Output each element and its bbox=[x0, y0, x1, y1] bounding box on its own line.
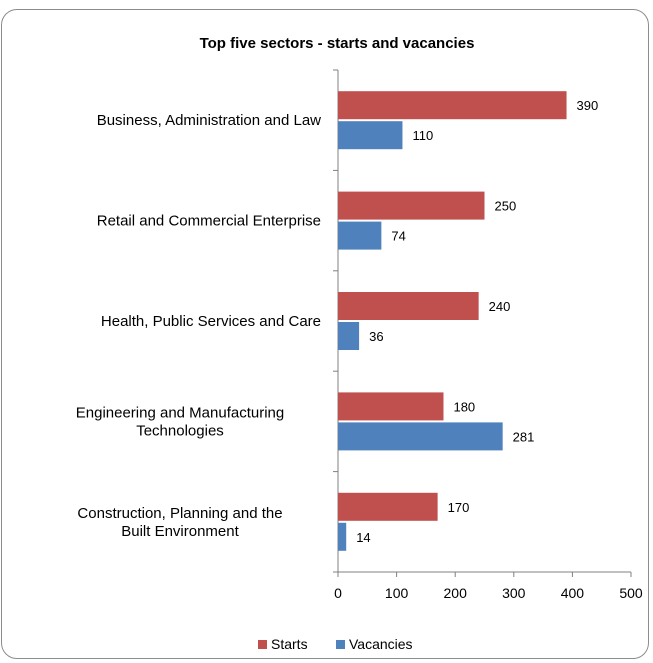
vacancies-bar bbox=[338, 322, 360, 350]
chart-title: Top five sectors - starts and vacancies bbox=[200, 35, 475, 52]
vacancies-data-label: 110 bbox=[412, 128, 433, 143]
starts-legend-swatch bbox=[258, 640, 267, 649]
starts-data-label: 180 bbox=[453, 399, 475, 414]
x-tick-label: 400 bbox=[561, 585, 585, 601]
x-tick-label: 100 bbox=[385, 585, 409, 601]
category-label: Business, Administration and Law bbox=[97, 112, 321, 129]
vacancies-bar bbox=[338, 121, 403, 150]
x-tick-label: 500 bbox=[619, 585, 643, 601]
plot-area: 0 100 200 300 400 500 390 110 Business, Administ… bbox=[76, 69, 643, 601]
vacancies-bar bbox=[338, 422, 503, 451]
starts-data-label: 250 bbox=[495, 199, 517, 214]
vacancies-bar bbox=[338, 522, 347, 551]
x-tick-label: 0 bbox=[334, 585, 342, 601]
vacancies-legend-label: Vacancies bbox=[349, 636, 413, 652]
vacancies-legend-swatch bbox=[336, 640, 345, 649]
category-label: Construction, Planning and the Built Envi… bbox=[77, 505, 282, 540]
x-tick-label: 300 bbox=[502, 585, 526, 601]
vacancies-data-label: 14 bbox=[356, 530, 370, 545]
vacancies-bar bbox=[338, 221, 382, 250]
x-tick-label: 200 bbox=[444, 585, 468, 601]
starts-legend-label: Starts bbox=[271, 636, 308, 652]
starts-data-label: 390 bbox=[577, 98, 599, 113]
vacancies-data-label: 36 bbox=[369, 329, 383, 344]
starts-bar bbox=[338, 492, 438, 521]
starts-bar bbox=[338, 292, 479, 320]
category-label: Health, Public Services and Care bbox=[101, 313, 321, 330]
starts-bar bbox=[338, 191, 485, 220]
vacancies-data-label: 74 bbox=[391, 229, 405, 244]
category-label: Retail and Commercial Enterprise bbox=[97, 213, 321, 230]
category-label: Engineering and Manufacturing Technologie… bbox=[76, 404, 284, 439]
starts-bar bbox=[338, 392, 444, 421]
starts-data-label: 240 bbox=[489, 299, 511, 314]
legend: Starts Vacancies bbox=[258, 636, 413, 652]
starts-data-label: 170 bbox=[448, 500, 470, 515]
starts-bar bbox=[338, 91, 567, 120]
vacancies-data-label: 281 bbox=[513, 429, 535, 444]
